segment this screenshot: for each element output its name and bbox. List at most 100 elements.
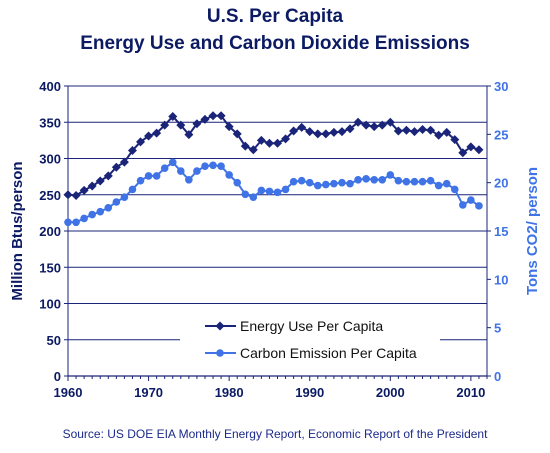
- energy-point: [345, 124, 355, 134]
- x-tick-label: 2010: [456, 385, 485, 400]
- y-axis-title: Million Btus/person: [9, 161, 26, 300]
- carbon-point: [467, 196, 475, 204]
- gridlines: [68, 85, 487, 341]
- energy-point: [466, 142, 476, 152]
- legend-label: Carbon Emission Per Capita: [240, 345, 417, 361]
- carbon-point: [434, 181, 443, 190]
- chart-title-line-1: U.S. Per Capita: [206, 6, 344, 27]
- energy-point: [232, 129, 242, 139]
- carbon-point: [354, 175, 362, 184]
- axes: 0 50 100 150 200 250 300 350 400 0 5 10 15 20 25 30 1960…: [9, 79, 541, 400]
- carbon-point: [64, 218, 72, 227]
- energy-point: [264, 138, 274, 148]
- energy-point: [450, 135, 460, 145]
- y-tick-label: 100: [39, 297, 61, 312]
- y-tick-label: 200: [39, 224, 61, 239]
- carbon-point: [177, 167, 185, 175]
- energy-point: [192, 119, 202, 129]
- energy-point: [176, 120, 186, 130]
- carbon-point: [96, 207, 105, 216]
- energy-point: [321, 129, 331, 139]
- energy-point: [127, 146, 137, 156]
- y2-tick-label: 5: [494, 321, 501, 336]
- energy-point: [216, 111, 226, 121]
- y2-tick-label: 10: [494, 272, 508, 287]
- carbon-point: [362, 175, 370, 183]
- carbon-point: [410, 177, 419, 186]
- energy-point: [200, 114, 210, 124]
- y2-tick-label: 0: [494, 369, 501, 384]
- carbon-point: [233, 178, 242, 187]
- energy-point: [401, 125, 411, 135]
- x-tick-label: 1980: [215, 385, 244, 400]
- energy-point: [313, 129, 323, 139]
- y-tick-label: 400: [39, 79, 61, 94]
- carbon-point: [394, 176, 403, 185]
- carbon-point: [305, 178, 314, 187]
- energy-point: [103, 171, 113, 181]
- series-line-carbon: [68, 161, 480, 224]
- y-tick-label: 150: [39, 260, 61, 275]
- energy-point: [273, 138, 282, 148]
- energy-point: [240, 141, 250, 151]
- energy-point: [224, 122, 234, 132]
- carbon-point: [386, 171, 395, 179]
- x-tick-label: 1990: [295, 385, 324, 400]
- carbon-point: [152, 172, 161, 180]
- carbon-point: [72, 218, 80, 227]
- y2-axis-title: Tons CO2/ person: [524, 167, 541, 295]
- carbon-point: [322, 180, 330, 189]
- carbon-point: [168, 158, 177, 167]
- carbon-point: [185, 175, 193, 184]
- y2-tick-label: 25: [494, 127, 508, 142]
- series: [63, 111, 484, 227]
- carbon-point: [241, 190, 250, 199]
- energy-point: [337, 127, 347, 137]
- carbon-point: [257, 186, 266, 195]
- legend-box: [180, 312, 440, 364]
- carbon-point: [450, 185, 459, 194]
- energy-point: [87, 181, 97, 191]
- carbon-point: [88, 210, 96, 219]
- energy-point: [79, 185, 89, 195]
- carbon-point: [378, 175, 387, 184]
- energy-point: [136, 137, 146, 147]
- carbon-point: [273, 188, 282, 197]
- energy-point: [442, 127, 452, 137]
- energy-point: [168, 111, 178, 121]
- carbon-point: [459, 201, 467, 209]
- y-tick-label: 50: [47, 333, 61, 348]
- energy-point: [63, 190, 73, 200]
- carbon-point: [289, 177, 298, 186]
- chart-title-line-2: Energy Use and Carbon Dioxide Emissions: [80, 33, 470, 54]
- energy-point: [144, 131, 154, 141]
- carbon-point: [112, 198, 121, 206]
- y2-tick-label: 20: [494, 176, 508, 191]
- carbon-point: [402, 177, 411, 186]
- energy-point: [256, 135, 266, 145]
- energy-point: [160, 120, 170, 130]
- carbon-point: [426, 176, 435, 185]
- y2-tick-label: 30: [494, 79, 508, 94]
- carbon-point: [136, 176, 145, 185]
- carbon-point: [225, 171, 233, 179]
- y-tick-label: 0: [54, 369, 61, 384]
- energy-point: [152, 128, 162, 138]
- carbon-point: [160, 164, 169, 172]
- energy-point: [369, 122, 379, 132]
- legend-marker-circle: [216, 349, 224, 357]
- carbon-point: [370, 175, 378, 184]
- carbon-point: [249, 193, 258, 201]
- energy-point: [111, 162, 121, 172]
- energy-point: [329, 127, 339, 137]
- energy-point: [377, 120, 387, 130]
- y-tick-label: 350: [39, 115, 61, 130]
- energy-point: [281, 134, 291, 144]
- energy-point: [297, 122, 307, 132]
- y-tick-label: 300: [39, 152, 61, 167]
- carbon-point: [281, 185, 290, 194]
- energy-point: [248, 145, 258, 155]
- carbon-point: [297, 176, 306, 185]
- carbon-point: [209, 161, 217, 170]
